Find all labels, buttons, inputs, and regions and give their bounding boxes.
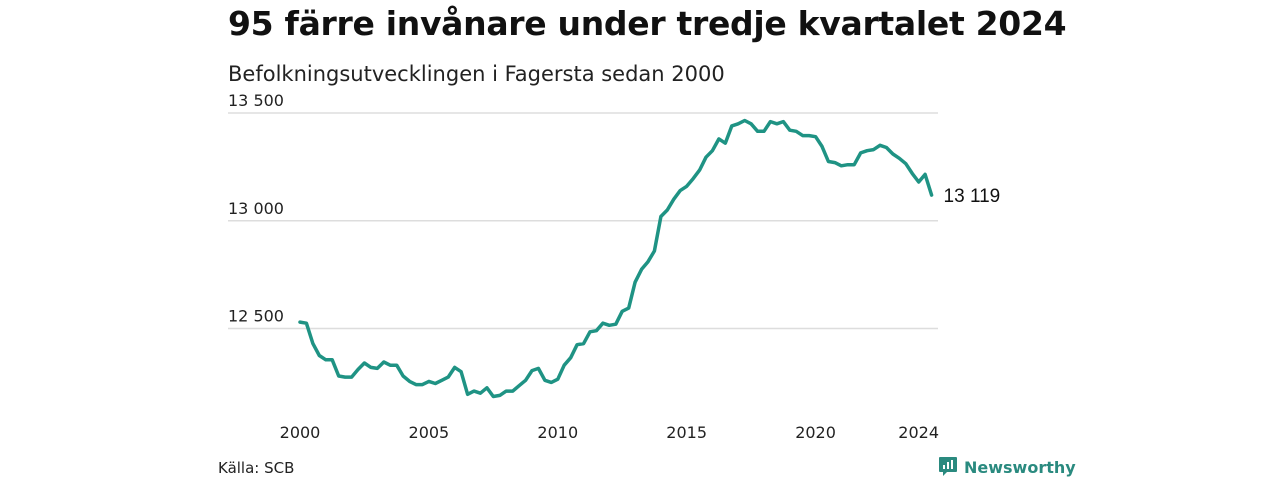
x-tick-label: 2010 [537, 423, 578, 442]
chart-title: 95 färre invånare under tredje kvartalet… [228, 4, 1067, 43]
grid-lines [228, 112, 938, 330]
brand-name: Newsworthy [964, 457, 1076, 477]
y-tick-label: 13 500 [228, 91, 284, 110]
chart-subtitle: Befolkningsutvecklingen i Fagersta sedan… [228, 62, 725, 86]
x-tick-label: 2020 [795, 423, 836, 442]
y-tick-label: 13 000 [228, 199, 284, 218]
newsworthy-logo-icon [939, 457, 957, 476]
x-tick-label: 2024 [898, 423, 939, 442]
x-tick-label: 2015 [666, 423, 707, 442]
x-tick-label: 2000 [280, 423, 321, 442]
x-tick-label: 2005 [409, 423, 450, 442]
x-axis: 2000 2005 2010 2015 2020 2024 [280, 423, 939, 442]
y-axis: 12 500 13 000 13 500 [228, 91, 284, 326]
series-line [298, 118, 934, 399]
source-note: Källa: SCB [218, 459, 295, 477]
end-value-label: 13 119 [944, 186, 1001, 207]
brand-logo: Newsworthy [938, 456, 1076, 478]
y-tick-label: 12 500 [228, 307, 284, 326]
